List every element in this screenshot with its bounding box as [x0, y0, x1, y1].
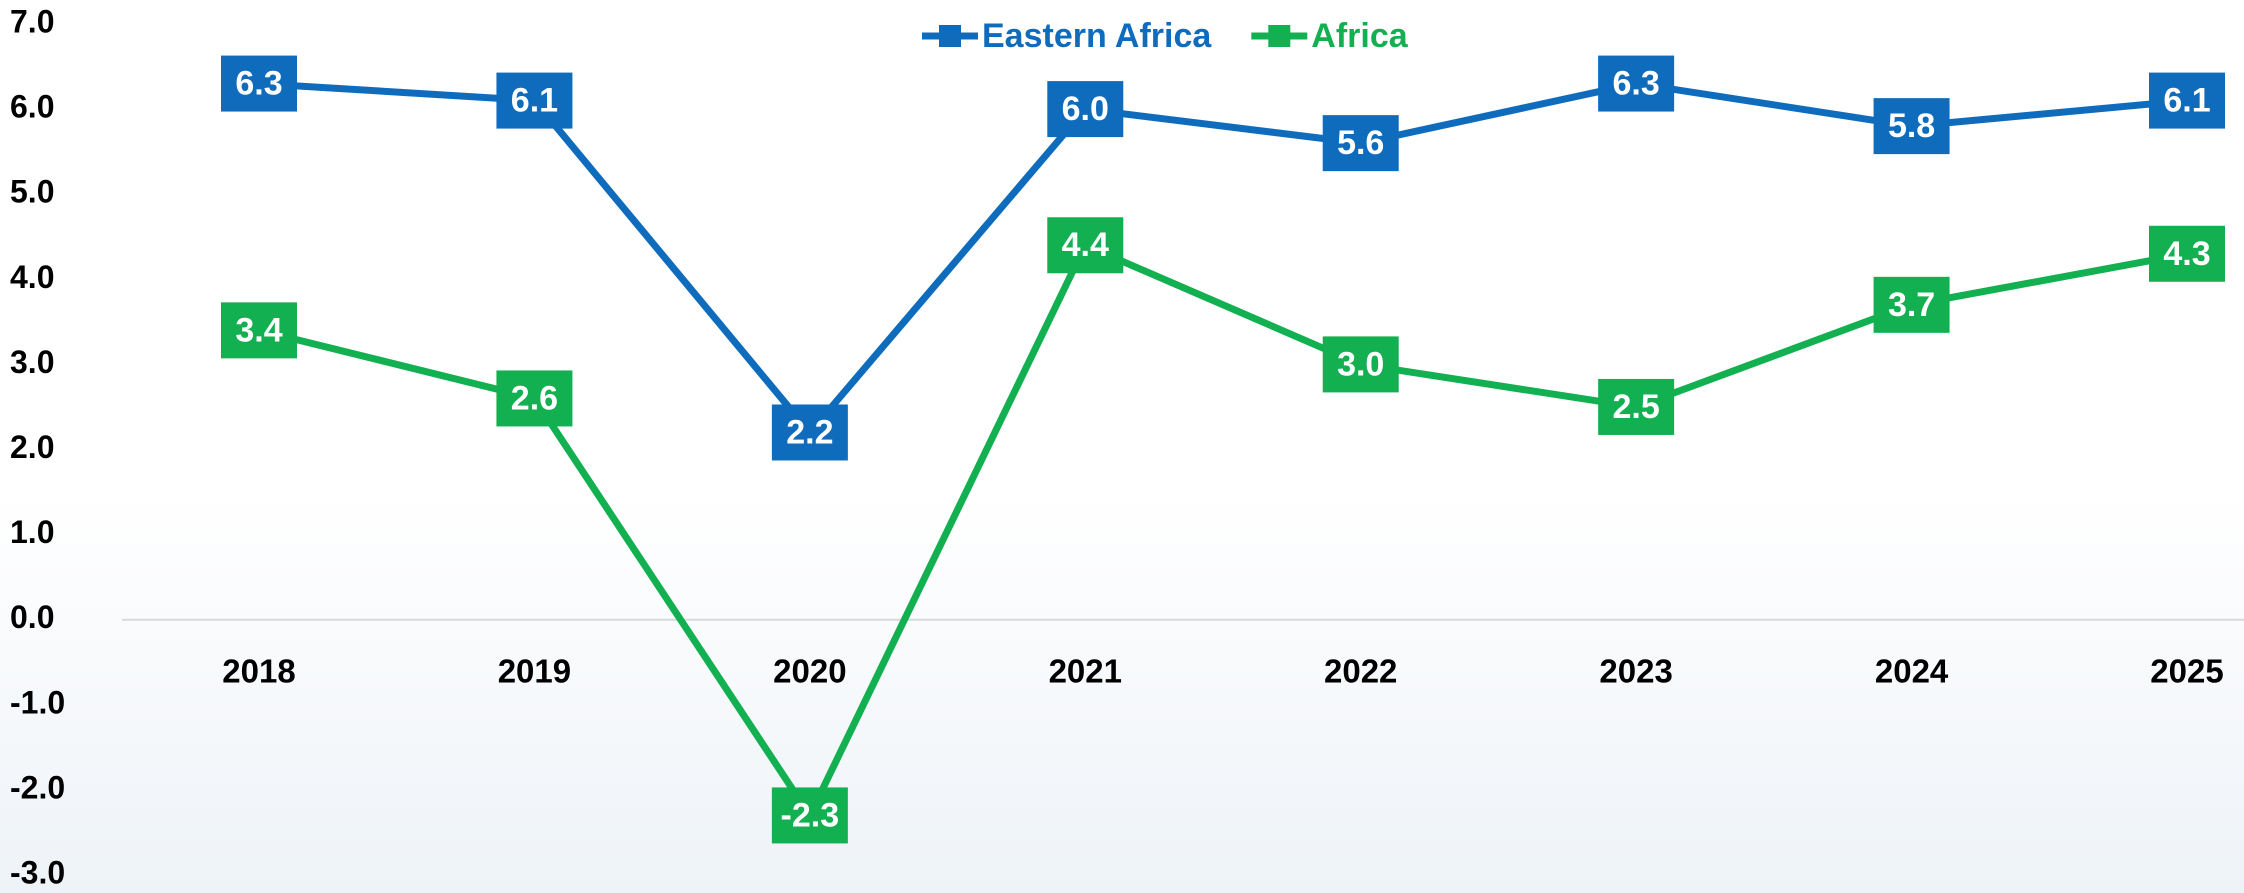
x-tick-label: 2024: [1875, 653, 1949, 690]
data-label: 2.2: [786, 413, 833, 451]
chart: -3.0 -2.0 -1.0 0.0 1.0 2.0 3.0 4.0 5.0 6.0 7.0 2018…: [0, 0, 2244, 893]
data-label: 3.0: [1337, 345, 1384, 383]
y-tick-label: 2.0: [10, 429, 54, 465]
data-label: 6.3: [235, 65, 282, 103]
legend-label: Eastern Africa: [982, 17, 1212, 55]
y-tick-label: -3.0: [10, 854, 65, 890]
data-label: 6.0: [1062, 90, 1109, 128]
data-label: 6.1: [511, 82, 558, 120]
legend-marker: [939, 25, 961, 47]
data-label: 5.8: [1888, 107, 1935, 145]
data-label: 2.6: [511, 379, 558, 417]
y-tick-label: -1.0: [10, 684, 65, 720]
x-tick-label: 2018: [222, 653, 295, 690]
data-label: 3.4: [235, 311, 282, 349]
data-label: 6.3: [1613, 65, 1660, 103]
legend-marker: [1268, 25, 1290, 47]
data-label: 6.1: [2163, 82, 2210, 120]
x-tick-label: 2020: [773, 653, 846, 690]
legend-label: Africa: [1311, 17, 1408, 55]
x-tick-label: 2021: [1049, 653, 1122, 690]
x-tick-label: 2023: [1599, 653, 1672, 690]
y-tick-label: 7.0: [10, 3, 54, 39]
data-label: 5.6: [1337, 124, 1384, 162]
y-tick-label: 5.0: [10, 174, 54, 210]
y-tick-label: 1.0: [10, 514, 54, 550]
data-label: 3.7: [1888, 286, 1935, 324]
y-tick-label: 3.0: [10, 344, 54, 380]
y-tick-label: 0.0: [10, 599, 54, 635]
x-tick-label: 2022: [1324, 653, 1397, 690]
data-label: 4.4: [1062, 226, 1109, 264]
data-label: 4.3: [2163, 235, 2210, 273]
x-tick-label: 2019: [498, 653, 571, 690]
y-tick-label: -2.0: [10, 769, 65, 805]
y-tick-label: 4.0: [10, 259, 54, 295]
x-tick-label: 2025: [2150, 653, 2223, 690]
data-label: -2.3: [781, 796, 840, 834]
y-tick-label: 6.0: [10, 89, 54, 125]
data-label: 2.5: [1613, 388, 1660, 426]
